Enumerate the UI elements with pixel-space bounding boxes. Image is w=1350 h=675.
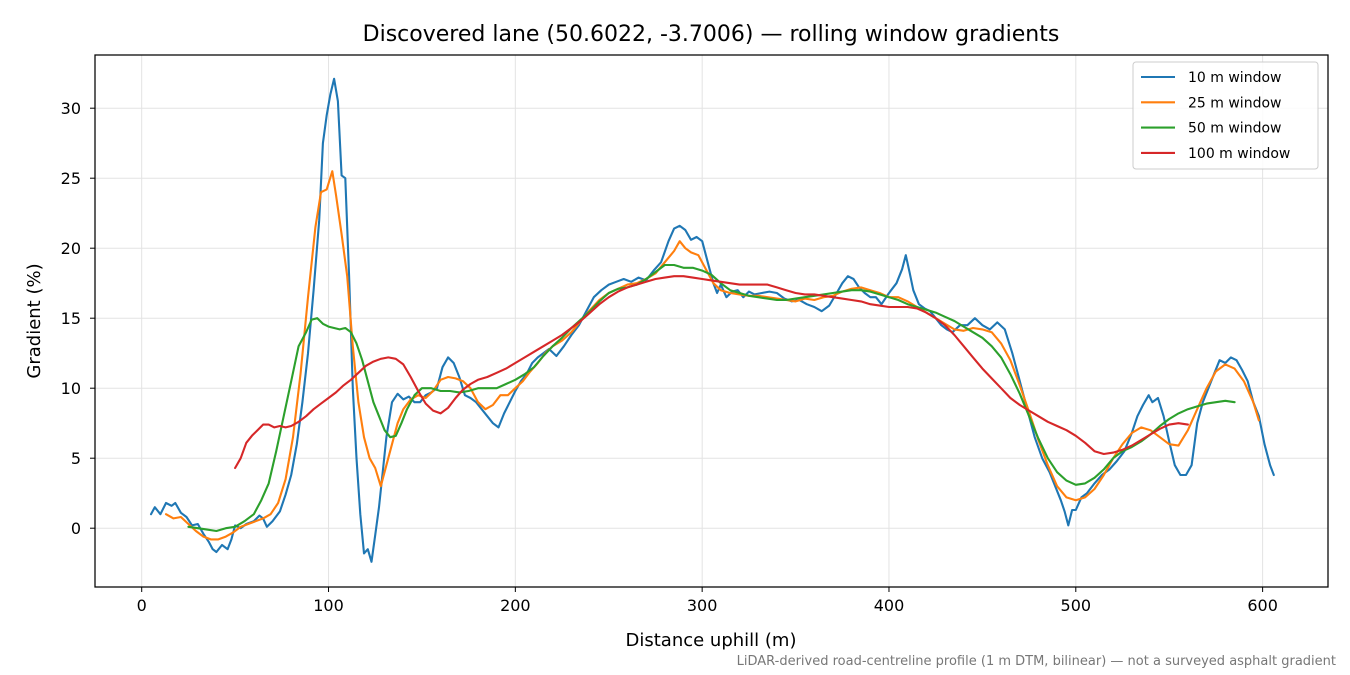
grid — [95, 55, 1328, 587]
y-tick-label: 10 — [61, 379, 81, 398]
x-tick-label: 600 — [1247, 596, 1278, 615]
y-tick-label: 5 — [71, 449, 81, 468]
y-axis-label: Gradient (%) — [24, 263, 45, 378]
x-axis-label: Distance uphill (m) — [626, 630, 797, 651]
x-tick-label: 100 — [313, 596, 344, 615]
series-lines — [149, 77, 1275, 563]
legend-label-1: 25 m window — [1188, 95, 1281, 111]
series-line-0 — [149, 77, 1275, 563]
plot-area-frame — [94, 54, 1329, 588]
series-line-3 — [234, 275, 1189, 470]
x-tick-label: 400 — [874, 596, 905, 615]
legend-label-0: 10 m window — [1188, 70, 1281, 86]
y-tick-label: 15 — [61, 309, 81, 328]
x-tick-label: 200 — [500, 596, 531, 615]
x-tick-label: 500 — [1061, 596, 1092, 615]
series-line-1 — [164, 170, 1260, 541]
series-line-2 — [187, 263, 1236, 533]
y-tick-label: 0 — [71, 519, 81, 538]
y-tick-label: 30 — [61, 99, 81, 118]
y-tick-label: 25 — [61, 169, 81, 188]
legend-box — [1132, 61, 1319, 170]
axis-ticks: 0 100 200 300 400 500 600 0 5 10 15 20 25 30 — [61, 99, 1278, 615]
y-tick-label: 20 — [61, 239, 81, 258]
footnote: LiDAR-derived road-centreline profile (1… — [737, 654, 1336, 669]
legend-label-3: 100 m window — [1188, 146, 1290, 162]
x-tick-label: 0 — [137, 596, 147, 615]
x-tick-label: 300 — [687, 596, 718, 615]
legend-label-2: 50 m window — [1188, 121, 1281, 137]
legend: 10 m window 25 m window 50 m window 100 m w… — [1132, 61, 1319, 170]
chart-title: Discovered lane (50.6022, -3.7006) — rol… — [363, 22, 1060, 47]
